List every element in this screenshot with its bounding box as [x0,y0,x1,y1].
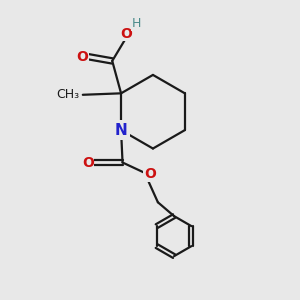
Text: O: O [144,167,156,181]
Text: N: N [115,123,128,138]
Text: CH₃: CH₃ [56,88,79,101]
Text: O: O [82,155,94,170]
Text: O: O [76,50,88,64]
Text: O: O [120,26,132,40]
Text: H: H [132,17,141,30]
